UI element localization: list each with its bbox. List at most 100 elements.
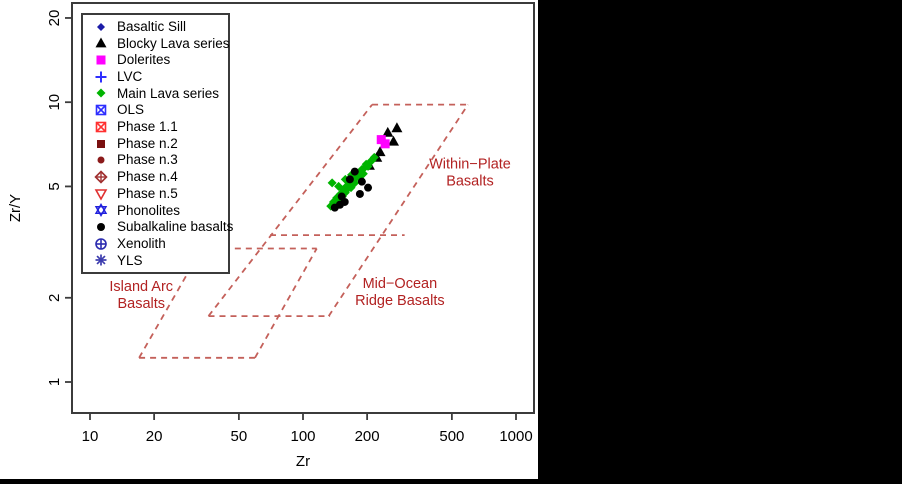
- plot-legend: Basaltic Sill Blocky Lava series Dolerites…: [81, 13, 233, 274]
- legend-symbol-icon: [89, 169, 113, 185]
- field-label: Within−Plate: [429, 157, 511, 173]
- axes-layer: 10 20 50 100 200 500 1000 1 2 5 10 20: [46, 2, 535, 445]
- data-point: [387, 135, 399, 146]
- legend-item: YLS: [89, 252, 226, 268]
- data-point: [369, 152, 379, 162]
- symbol-square-filled: [96, 55, 106, 65]
- field-label: Island Arc: [109, 279, 173, 295]
- legend-item-label: Subalkaline basalts: [117, 219, 234, 235]
- legend-item-label: Blocky Lava series: [117, 35, 230, 51]
- legend-symbol-icon: [89, 35, 113, 51]
- data-point: [380, 139, 390, 149]
- field-boundary-line: [254, 248, 318, 359]
- data-point: [357, 177, 366, 186]
- legend-item-label: Phase n.2: [117, 135, 178, 151]
- legend-symbol-icon: [89, 219, 113, 235]
- x-tick-label: 20: [146, 428, 163, 445]
- legend-symbol-icon: [89, 236, 113, 252]
- y-tick-label: 20: [46, 10, 63, 27]
- data-point: [345, 175, 354, 184]
- legend-symbol-icon: [89, 186, 113, 202]
- legend-symbol-icon: [89, 152, 113, 168]
- x-tick-label: 500: [439, 428, 464, 445]
- legend-item: Basaltic Sill: [89, 19, 226, 35]
- legend-item-label: Dolerites: [117, 52, 171, 68]
- symbol-diamond-plus: [94, 170, 108, 184]
- legend-item-label: LVC: [117, 69, 143, 84]
- legend-item: Main Lava series: [89, 85, 226, 101]
- legend-item: Phase n.5: [89, 186, 226, 202]
- legend-symbol-icon: [89, 102, 113, 118]
- legend-item: Phase n.3: [89, 152, 226, 168]
- legend-symbol-icon: [89, 52, 113, 68]
- legend-item-label: YLS: [117, 252, 143, 268]
- legend-item-label: Phase n.3: [117, 152, 178, 168]
- symbol-circle-filled: [97, 222, 105, 231]
- legend-item: Phase 1.1: [89, 119, 226, 135]
- field-label: Ridge Basalts: [355, 293, 444, 309]
- symbol-circle-filled: [97, 156, 105, 164]
- field-label: Basalts: [117, 296, 165, 312]
- legend-symbol-icon: [89, 119, 113, 135]
- legend-symbol-icon: [89, 136, 113, 152]
- legend-item-label: Phase n.4: [117, 169, 178, 185]
- x-tick-label: 10: [82, 428, 99, 445]
- y-tick-label: 5: [46, 182, 63, 190]
- symbol-plus: [95, 71, 107, 83]
- legend-item-label: Xenolith: [117, 235, 166, 251]
- x-axis-title: Zr: [296, 453, 310, 470]
- field-label: Mid−Ocean: [363, 276, 438, 292]
- symbol-diamond-filled: [96, 88, 106, 98]
- data-point: [327, 178, 337, 188]
- y-tick-label: 10: [46, 94, 63, 111]
- data-points-layer: [326, 122, 403, 212]
- legend-symbol-icon: [89, 69, 113, 85]
- symbol-diamond-filled: [97, 22, 105, 31]
- symbol-square-x: [95, 121, 107, 133]
- legend-item: OLS: [89, 102, 226, 118]
- field-label: Basalts: [446, 174, 494, 190]
- data-point: [350, 167, 359, 176]
- legend-symbol-icon: [89, 19, 113, 35]
- legend-symbol-icon: [89, 85, 113, 101]
- x-tick-label: 200: [355, 428, 380, 445]
- data-point: [358, 169, 368, 179]
- legend-item: Xenolith: [89, 236, 226, 252]
- symbol-triangle-down-open: [94, 188, 108, 201]
- symbol-triangle-filled: [95, 37, 107, 48]
- legend-item: Phase n.4: [89, 169, 226, 185]
- legend-item: Phase n.2: [89, 136, 226, 152]
- legend-item: Blocky Lava series: [89, 35, 230, 51]
- data-point: [337, 192, 346, 201]
- symbol-asterisk: [95, 254, 107, 266]
- data-point: [382, 126, 394, 137]
- legend-item-label: OLS: [117, 102, 145, 118]
- legend-item-label: Basaltic Sill: [117, 18, 187, 34]
- symbol-star-of-david: [94, 203, 108, 218]
- y-tick-label: 2: [46, 294, 63, 302]
- legend-item-label: Phonolites: [117, 202, 181, 218]
- legend-item-label: Phase 1.1: [117, 119, 178, 135]
- legend-item: LVC: [89, 69, 226, 85]
- x-tick-label: 1000: [499, 428, 532, 445]
- legend-item: Phonolites: [89, 202, 226, 218]
- legend-item: Dolerites: [89, 52, 226, 68]
- legend-symbol-icon: [89, 202, 113, 218]
- x-tick-label: 100: [290, 428, 315, 445]
- y-axis-title: Zr/Y: [7, 194, 24, 222]
- data-point: [355, 189, 364, 198]
- data-point: [334, 181, 344, 191]
- legend-item: Subalkaline basalts: [89, 219, 233, 235]
- legend-item-label: Phase n.5: [117, 185, 178, 201]
- y-tick-label: 1: [46, 378, 63, 386]
- plot-figure: Within−Plate Basalts Island Arc Basalts Mid−…: [0, 0, 538, 479]
- x-tick-label: 50: [231, 428, 248, 445]
- data-point: [364, 183, 373, 192]
- data-point: [391, 122, 403, 133]
- black-background-area: [538, 0, 902, 479]
- legend-item-label: Main Lava series: [117, 85, 220, 101]
- symbol-square-filled: [97, 139, 105, 148]
